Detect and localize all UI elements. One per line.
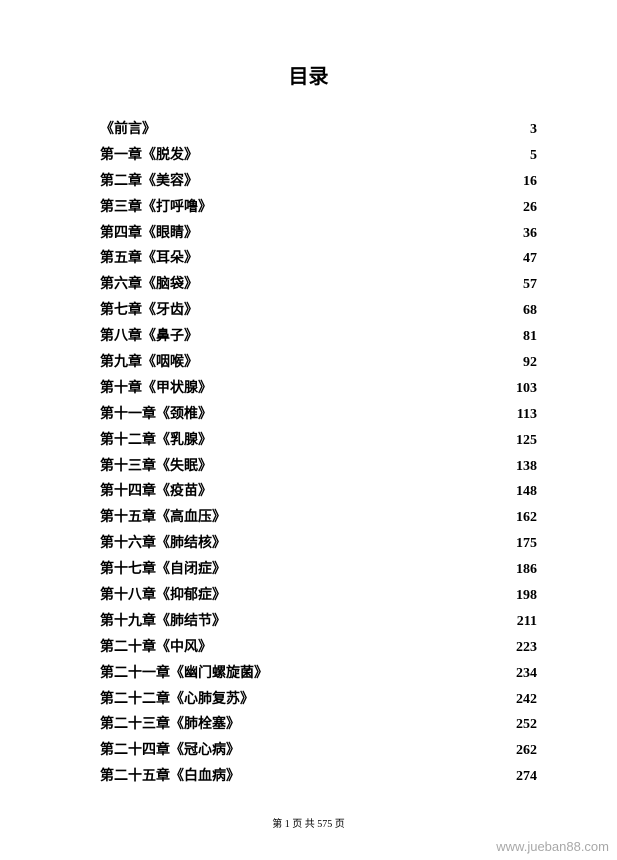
- toc-entry: 第一章《脱发》 5: [100, 143, 537, 169]
- toc-entry-label: 第二十四章《冠心病》: [100, 738, 240, 764]
- toc-entry: 第十四章《疫苗》 148: [100, 479, 537, 505]
- toc-entry-label: 第二十章《中风》: [100, 635, 212, 661]
- toc-entry: 第十一章《颈椎》 113: [100, 402, 537, 428]
- toc-entry-page: 3: [528, 117, 537, 143]
- toc-entry-label: 第十六章《肺结核》: [100, 531, 226, 557]
- toc-entry-label: 第三章《打呼噜》: [100, 195, 212, 221]
- toc-entry-page: 186: [514, 557, 537, 583]
- toc-entry: 第二章《美容》 16: [100, 169, 537, 195]
- toc-entry: 第八章《鼻子》 81: [100, 324, 537, 350]
- toc-entry-label: 第十九章《肺结节》: [100, 609, 226, 635]
- toc-entry-label: 第二十一章《幽门螺旋菌》: [100, 661, 268, 687]
- toc-entry-page: 92: [521, 350, 537, 376]
- toc-entry-page: 162: [514, 505, 537, 531]
- toc-entry: 第四章《眼睛》 36: [100, 221, 537, 247]
- toc-entry-page: 234: [514, 661, 537, 687]
- toc-entry-page: 138: [514, 454, 537, 480]
- toc-entry: 第二十四章《冠心病》 262: [100, 738, 537, 764]
- toc-entry-page: 81: [521, 324, 537, 350]
- toc-entry-label: 第二章《美容》: [100, 169, 198, 195]
- toc-entry-page: 5: [528, 143, 537, 169]
- watermark: www.jueban88.com: [496, 839, 609, 854]
- toc-entry: 第十八章《抑郁症》 198: [100, 583, 537, 609]
- toc-title: 目录: [80, 60, 537, 89]
- toc-entry: 《前言》 3: [100, 117, 537, 143]
- toc-entry-label: 第十八章《抑郁症》: [100, 583, 226, 609]
- toc-entry-label: 第十三章《失眠》: [100, 454, 212, 480]
- toc-entry-page: 274: [514, 764, 537, 790]
- toc-entry: 第十九章《肺结节》 211: [100, 609, 537, 635]
- toc-entry-label: 第十章《甲状腺》: [100, 376, 212, 402]
- document-page: 目录 《前言》3第一章《脱发》5第二章《美容》16第三章《打呼噜》26第四章《眼…: [0, 0, 617, 860]
- toc-entry: 第十章《甲状腺》 103: [100, 376, 537, 402]
- toc-entry: 第二十五章《白血病》 274: [100, 764, 537, 790]
- toc-entry: 第十三章《失眠》 138: [100, 454, 537, 480]
- toc-entry-label: 第十七章《自闭症》: [100, 557, 226, 583]
- toc-entry-page: 262: [514, 738, 537, 764]
- toc-entry-page: 103: [514, 376, 537, 402]
- toc-entry: 第七章《牙齿》 68: [100, 298, 537, 324]
- toc-entry-label: 第八章《鼻子》: [100, 324, 198, 350]
- toc-entry-label: 第七章《牙齿》: [100, 298, 198, 324]
- toc-entry: 第五章《耳朵》 47: [100, 246, 537, 272]
- toc-entry-label: 《前言》: [100, 117, 156, 143]
- toc-entry: 第十五章《高血压》 162: [100, 505, 537, 531]
- toc-entry-label: 第五章《耳朵》: [100, 246, 198, 272]
- toc-entry: 第三章《打呼噜》 26: [100, 195, 537, 221]
- toc-entry: 第二十一章《幽门螺旋菌》 234: [100, 661, 537, 687]
- toc-entry-page: 175: [514, 531, 537, 557]
- toc-entry: 第六章《脑袋》 57: [100, 272, 537, 298]
- toc-entry: 第十二章《乳腺》 125: [100, 428, 537, 454]
- toc-entry-label: 第一章《脱发》: [100, 143, 198, 169]
- toc-entry: 第九章《咽喉》 92: [100, 350, 537, 376]
- toc-entry: 第二十二章《心肺复苏》 242: [100, 687, 537, 713]
- toc-entry: 第十七章《自闭症》 186: [100, 557, 537, 583]
- toc-entry: 第二十章《中风》 223: [100, 635, 537, 661]
- toc-entry-page: 36: [521, 221, 537, 247]
- toc-entry-page: 211: [515, 609, 537, 635]
- toc-entry-page: 113: [515, 402, 537, 428]
- toc-entry-label: 第二十二章《心肺复苏》: [100, 687, 254, 713]
- toc-entry-page: 198: [514, 583, 537, 609]
- toc-entry-label: 第十四章《疫苗》: [100, 479, 212, 505]
- toc-entry-label: 第十一章《颈椎》: [100, 402, 212, 428]
- toc-entry-label: 第四章《眼睛》: [100, 221, 198, 247]
- toc-entry-page: 125: [514, 428, 537, 454]
- toc-entry-page: 57: [521, 272, 537, 298]
- toc-entry: 第二十三章《肺栓塞》 252: [100, 712, 537, 738]
- toc-entry-page: 252: [514, 712, 537, 738]
- toc-entry-label: 第二十三章《肺栓塞》: [100, 712, 240, 738]
- toc-entry-label: 第六章《脑袋》: [100, 272, 198, 298]
- toc-entry-page: 223: [514, 635, 537, 661]
- toc-entry-label: 第十五章《高血压》: [100, 505, 226, 531]
- page-footer: 第 1 页 共 575 页: [0, 815, 617, 830]
- toc-entry-page: 148: [514, 479, 537, 505]
- toc-entry: 第十六章《肺结核》 175: [100, 531, 537, 557]
- toc-entry-page: 242: [514, 687, 537, 713]
- toc-entry-page: 16: [521, 169, 537, 195]
- toc-entry-page: 68: [521, 298, 537, 324]
- toc-entry-label: 第九章《咽喉》: [100, 350, 198, 376]
- toc-entry-label: 第二十五章《白血病》: [100, 764, 240, 790]
- toc-list: 《前言》 3 第一章《脱发》 5 第二章《美容》 16 第三章《打呼噜》 26 第四章《眼睛》 3…: [100, 117, 537, 790]
- toc-entry-label: 第十二章《乳腺》: [100, 428, 212, 454]
- toc-entry-page: 26: [521, 195, 537, 221]
- toc-entry-page: 47: [521, 246, 537, 272]
